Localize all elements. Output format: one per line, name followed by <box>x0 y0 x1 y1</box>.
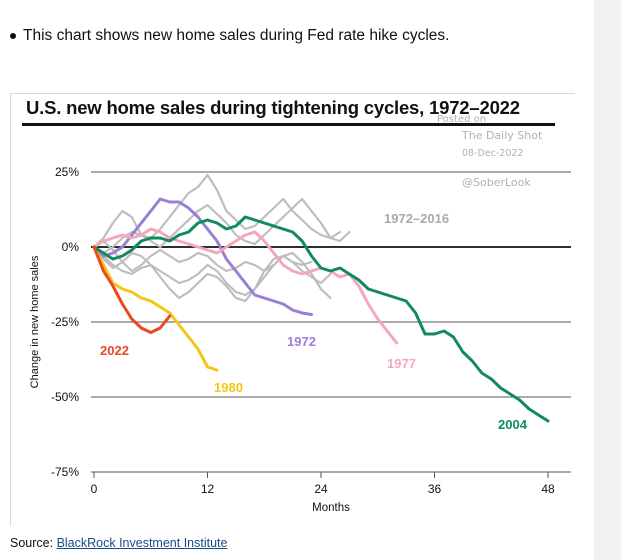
series-label: 1980 <box>214 380 243 395</box>
x-axis-label: Months <box>312 502 350 514</box>
series-line-history-1 <box>92 197 351 255</box>
x-tick-label: 0 <box>91 482 98 496</box>
series-line-1980 <box>92 245 219 372</box>
y-tick-label: -50% <box>51 390 79 404</box>
series-label: 2022 <box>100 343 129 358</box>
chart-frame <box>10 93 575 526</box>
title-rule <box>22 123 555 126</box>
chart-title: U.S. new home sales during tightening cy… <box>26 97 520 118</box>
series-line-2022 <box>92 245 172 334</box>
y-tick-label: -75% <box>51 465 79 479</box>
series-label: 1977 <box>387 356 416 371</box>
y-axis-label: Change in new home sales <box>29 255 41 388</box>
x-tick-label: 24 <box>314 482 328 496</box>
page-side-strip <box>594 0 621 560</box>
x-tick-label: 48 <box>541 482 555 496</box>
series-line-history-3 <box>92 245 313 303</box>
series-line-history-0 <box>92 173 341 249</box>
y-tick-label: 25% <box>55 165 79 179</box>
source-line: Source: BlackRock Investment Institute <box>10 536 227 550</box>
bullet-text-label: This chart shows new home sales during F… <box>23 27 450 44</box>
watermark-posted-on: Posted on <box>437 114 487 125</box>
x-tick-label: 12 <box>201 482 215 496</box>
series-label: 2004 <box>498 417 528 432</box>
series-label: 1972 <box>287 334 316 349</box>
y-tick-label: -25% <box>51 315 79 329</box>
series-line-history-4 <box>92 239 332 300</box>
watermark-site: The Daily Shot <box>462 129 543 142</box>
watermark-date: 08-Dec-2022 <box>462 148 524 159</box>
watermark-handle: @SoberLook <box>462 176 531 189</box>
source-link[interactable]: BlackRock Investment Institute <box>56 536 228 550</box>
series-line-2004 <box>92 215 550 423</box>
x-tick-label: 36 <box>428 482 442 496</box>
source-prefix: Source: <box>10 536 57 550</box>
bullet-icon <box>10 33 16 39</box>
series-label: 1972–2016 <box>384 211 449 226</box>
series-line-1977 <box>92 227 399 345</box>
y-tick-label: 0% <box>62 240 80 254</box>
bullet-text: This chart shows new home sales during F… <box>10 27 449 45</box>
chart-plot: 25% 0% -25% -50% -75% 0 12 24 36 48 Months Change i… <box>29 165 571 514</box>
